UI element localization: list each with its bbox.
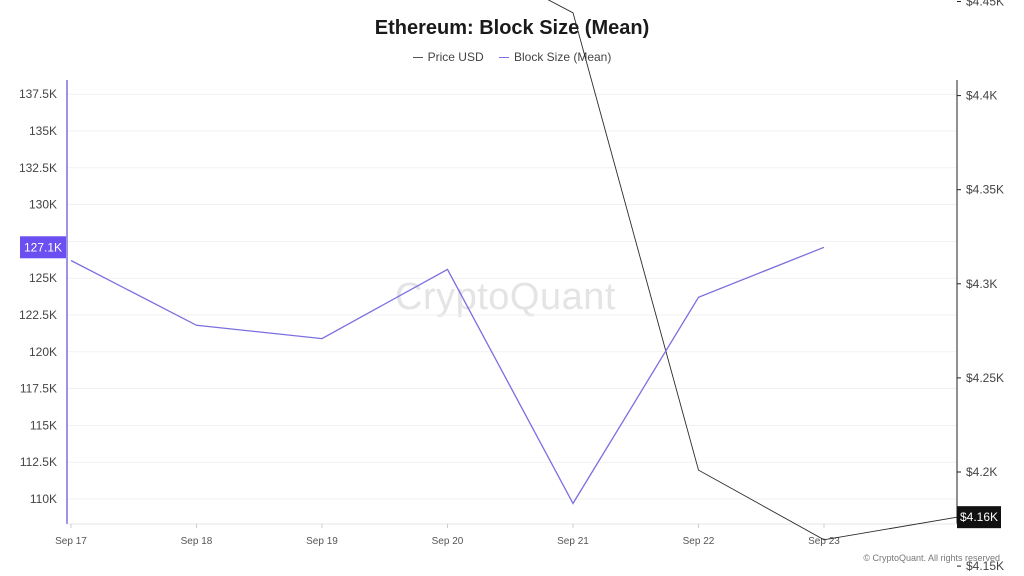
- y-right-tick-label: $4.3K: [966, 277, 997, 291]
- y-right-tick-label: $4.35K: [966, 183, 1004, 197]
- y-left-tick-label: 132.5K: [19, 161, 57, 175]
- y-right-tick-label: $4.15K: [966, 559, 1004, 573]
- legend-swatch-block-size: [498, 57, 509, 59]
- y-right-tick-label: $4.25K: [966, 371, 1004, 385]
- y-left-tick-label: 130K: [29, 198, 57, 212]
- y-left-tick-label: 117.5K: [20, 382, 57, 396]
- x-tick-label: Sep 19: [306, 536, 338, 547]
- y-left-tick-label: 125K: [29, 271, 57, 285]
- copyright-notice: © CryptoQuant. All rights reserved: [863, 553, 1000, 563]
- y-right-tick-label: $4.45K: [966, 0, 1004, 9]
- y-left-tick-label: 137.5K: [19, 87, 57, 101]
- y-left-tick-label: 135K: [29, 124, 57, 138]
- legend-swatch-price: [412, 57, 423, 59]
- y-left-tick-label: 120K: [29, 345, 57, 359]
- x-tick-label: Sep 22: [683, 536, 715, 547]
- legend-label-price: Price USD: [427, 50, 484, 64]
- chart-title: Ethereum: Block Size (Mean): [374, 17, 650, 39]
- legend: Price USD Block Size (Mean): [0, 50, 1024, 64]
- legend-item-price[interactable]: Price USD: [412, 50, 484, 64]
- x-tick-label: Sep 17: [55, 536, 87, 547]
- current-price-label: $4.16K: [960, 510, 998, 524]
- legend-label-block-size: Block Size (Mean): [513, 50, 612, 64]
- x-tick-label: Sep 23: [808, 536, 840, 547]
- y-left-tick-label: 122.5K: [19, 308, 57, 322]
- legend-item-block-size[interactable]: Block Size (Mean): [498, 50, 612, 64]
- x-tick-label: Sep 18: [181, 536, 213, 547]
- x-tick-label: Sep 21: [557, 536, 589, 547]
- y-right-tick-label: $4.2K: [966, 465, 997, 479]
- x-tick-label: Sep 20: [432, 536, 464, 547]
- current-price-flag: [957, 506, 1001, 529]
- y-left-tick-label: 112.5K: [20, 455, 57, 469]
- y-right-tick-label: $4.4K: [966, 89, 997, 103]
- series-line-block-size: [70, 246, 825, 505]
- current-block-size-flag: [20, 236, 66, 259]
- series-line-price-usd: [547, 0, 958, 541]
- y-left-tick-label: 110K: [30, 492, 57, 506]
- y-left-tick-label: 115K: [30, 418, 57, 432]
- current-block-size-label: 127.1K: [24, 240, 62, 254]
- watermark: CryptoQuant: [395, 276, 616, 318]
